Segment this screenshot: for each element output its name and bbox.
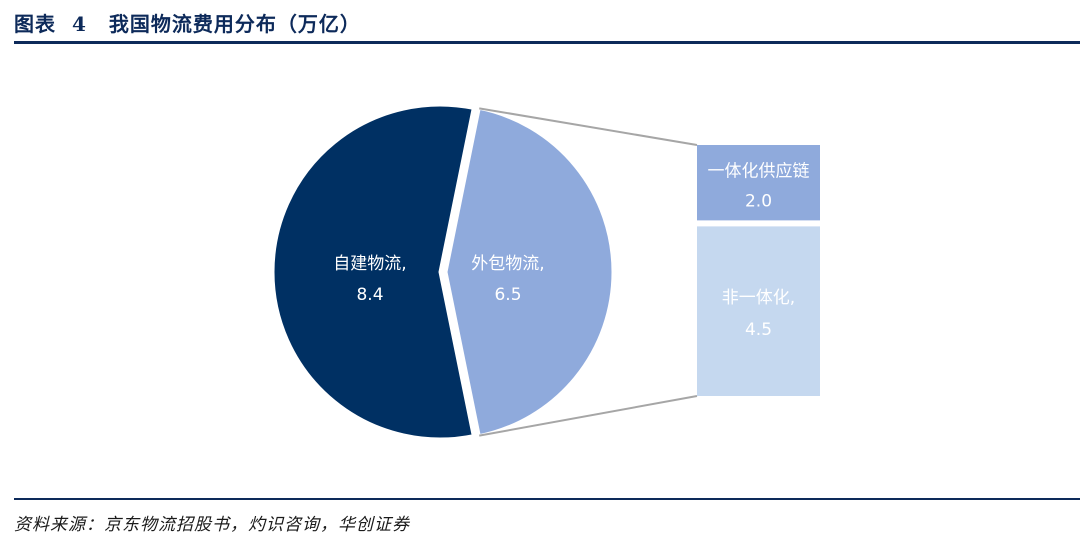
segment-label: 一体化供应链 bbox=[708, 162, 810, 182]
figure-number: 4 bbox=[72, 12, 87, 36]
bar-segment bbox=[697, 145, 820, 221]
slice-label: 自建物流, bbox=[333, 254, 406, 274]
pie-slice bbox=[444, 106, 615, 438]
bar-segment bbox=[697, 226, 820, 396]
connector-line bbox=[479, 395, 698, 437]
segment-value: 2.0 bbox=[745, 192, 772, 212]
chart-title: 我国物流费用分布（万亿） bbox=[108, 12, 361, 36]
slice-label: 外包物流, bbox=[471, 254, 544, 274]
pie-slice bbox=[271, 103, 475, 441]
footer-divider bbox=[14, 498, 1080, 500]
slice-value: 6.5 bbox=[494, 285, 521, 305]
segment-label: 非一体化, bbox=[722, 288, 795, 308]
connector-line bbox=[479, 107, 698, 146]
slice-value: 8.4 bbox=[356, 285, 383, 305]
header-divider bbox=[14, 41, 1080, 44]
figure-label: 图表 bbox=[14, 12, 56, 36]
figure-title: 图表 4 我国物流费用分布（万亿） bbox=[14, 8, 361, 37]
source-note: 资料来源：京东物流招股书，灼识咨询，华创证券 bbox=[14, 515, 410, 535]
figure-header: 图表 4 我国物流费用分布（万亿） bbox=[14, 6, 1080, 40]
segment-value: 4.5 bbox=[745, 320, 772, 340]
